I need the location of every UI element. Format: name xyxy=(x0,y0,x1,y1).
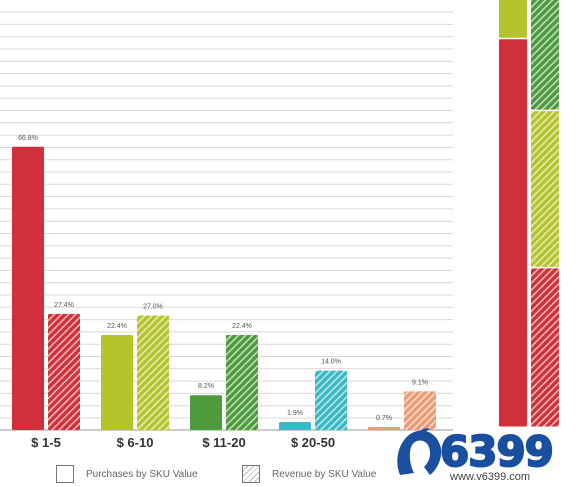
category-label: $ 20-50 xyxy=(291,435,335,450)
category-label: $ 6-10 xyxy=(117,435,154,450)
legend-swatch-solid xyxy=(56,465,74,483)
data-label: 0.7% xyxy=(376,415,392,422)
bars xyxy=(12,146,436,430)
bar-purchases xyxy=(279,421,311,430)
data-label: 14.0% xyxy=(321,359,341,366)
watermark: 6399 www.v6399.com xyxy=(388,425,579,487)
data-label: 8.2% xyxy=(198,383,214,390)
watermark-url: www.v6399.com xyxy=(450,471,531,483)
bar-revenue xyxy=(137,315,169,430)
data-label: 22.4% xyxy=(107,323,127,330)
bar-revenue xyxy=(48,313,80,430)
legend-label-purchases: Purchases by SKU Value xyxy=(86,468,198,480)
data-label: 22.4% xyxy=(232,323,252,330)
legend-swatch-hatched xyxy=(242,465,260,483)
legend-item-revenue: Revenue by SKU Value xyxy=(242,465,376,483)
bar-purchases xyxy=(12,146,44,430)
stacked-segment-purchases xyxy=(499,39,527,427)
data-label: 9.1% xyxy=(412,379,428,386)
category-label: $ 11-20 xyxy=(202,435,245,450)
bar-revenue xyxy=(404,391,436,430)
stacked-bars xyxy=(499,0,559,427)
stacked-segment-revenue xyxy=(531,111,559,267)
bar-revenue xyxy=(315,370,347,430)
data-label: 27.0% xyxy=(143,304,163,311)
bar-purchases xyxy=(101,335,133,430)
stacked-segment-purchases xyxy=(499,0,527,38)
legend-label-revenue: Revenue by SKU Value xyxy=(272,468,377,480)
bar-purchases xyxy=(190,395,222,430)
bar-purchases xyxy=(368,427,400,430)
legend: Purchases by SKU Value Revenue by SKU Va… xyxy=(0,465,400,487)
data-label: 27.4% xyxy=(54,302,74,309)
category-labels: $ 1-5 $ 6-10 $ 11-20 $ 20-50 xyxy=(31,435,335,450)
data-label: 1.9% xyxy=(287,410,303,417)
bar-revenue xyxy=(226,335,258,430)
legend-item-purchases: Purchases by SKU Value xyxy=(56,465,198,483)
stacked-segment-revenue xyxy=(531,0,559,110)
value-labels: 66.8% 27.4% 22.4% 27.0% 8.2% 22.4% 1.9% 14.0% 0.… xyxy=(18,135,428,422)
data-label: 66.8% xyxy=(18,135,38,142)
watermark-logo-icon xyxy=(397,428,442,475)
category-label: $ 1-5 xyxy=(31,435,61,450)
watermark-number: 6399 xyxy=(439,426,555,477)
stacked-segment-revenue xyxy=(531,268,559,427)
